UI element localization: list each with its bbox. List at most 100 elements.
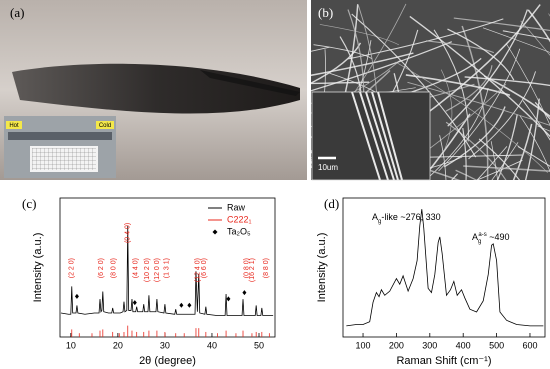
- sem-fiber: [295, 43, 360, 91]
- x-tick-label: 40: [207, 340, 217, 350]
- sem-fiber: [465, 77, 550, 87]
- peak-label: (0 8 0): [244, 258, 251, 278]
- sem-fiber: [446, 122, 516, 200]
- ta2o5-marker: [226, 296, 231, 302]
- legend-label: Ta₂O₅: [227, 226, 251, 236]
- sem-fiber: [321, 146, 507, 320]
- ta2o5-marker: [242, 290, 247, 296]
- peak-label: (12 0 0): [154, 258, 161, 282]
- sem-fiber: [360, 142, 518, 325]
- sem-fiber: [239, 42, 452, 112]
- sem-fiber: [428, 88, 488, 177]
- sem-fiber: [432, 135, 446, 272]
- sem-fiber: [528, 10, 550, 127]
- peak-label: (10 2 0): [144, 258, 151, 282]
- panel-label: (b): [318, 5, 333, 20]
- legend-swatch: [212, 229, 218, 235]
- hot-tag: [6, 121, 22, 129]
- scale-bar-label: 10um: [318, 163, 338, 172]
- x-tick-label: 500: [489, 340, 504, 350]
- sem-fiber: [446, 65, 492, 111]
- sem-fiber: [454, 18, 550, 44]
- sem-fiber: [483, 28, 550, 124]
- peak-label: (4 4 0): [133, 258, 140, 278]
- sem-fiber: [491, 141, 504, 369]
- data-line: [60, 225, 274, 316]
- photo-a: Hot Cold (a): [0, 0, 307, 180]
- data-line: [346, 209, 544, 327]
- sem-fiber: [314, 114, 470, 292]
- plot-frame: [59, 197, 276, 338]
- peak-label: (0 4 0): [125, 223, 132, 243]
- ta2o5-marker: [132, 300, 137, 306]
- x-tick-label: 100: [356, 340, 371, 350]
- plot-frame: [342, 197, 546, 338]
- sem-fiber: [450, 114, 517, 263]
- sem-fiber: [225, 82, 369, 85]
- peak-label: (16 2 1): [249, 258, 256, 282]
- x-tick-label: 20: [113, 340, 123, 350]
- sem-fiber: [426, 41, 494, 53]
- y-axis-title: Intensity (a.u.): [32, 233, 44, 303]
- sem-fiber: [448, 9, 528, 126]
- peak-label: (6 6 0): [201, 258, 208, 278]
- ta2o5-marker: [179, 302, 184, 308]
- ta2o5-marker: [74, 293, 79, 299]
- peak-label: (8 8 0): [263, 258, 270, 278]
- annotation-sub: g: [478, 239, 481, 245]
- annotation-sup: a-s: [478, 232, 486, 238]
- sem-fiber: [268, 174, 458, 341]
- x-tick-label: 50: [254, 340, 264, 350]
- x-axis-title: Raman Shift (cm⁻¹): [396, 355, 491, 367]
- peak-label: (1 3 1): [164, 258, 171, 278]
- peak-label: (6 2 0): [98, 258, 105, 278]
- x-tick-label: 30: [160, 340, 170, 350]
- x-axis-title: 2θ (degree): [139, 355, 196, 367]
- legend-label: Raw: [227, 202, 246, 212]
- sem-fiber: [480, 99, 539, 306]
- peak-label: (8 0 0): [110, 258, 117, 278]
- sem-fiber: [537, 126, 550, 170]
- legend-label: C222₁: [227, 214, 252, 224]
- y-axis-title: Intensity (a.u.): [316, 233, 328, 303]
- fiber-strands: [200, 70, 300, 96]
- annotation-sub: g: [378, 219, 381, 225]
- sem-fiber: [479, 139, 545, 228]
- cold-tag: [96, 121, 114, 129]
- photo-b: 10um (b): [99, 0, 550, 369]
- ta2o5-marker: [187, 302, 192, 308]
- panel-label: (a): [10, 5, 24, 20]
- sem-fiber: [518, 146, 550, 251]
- annotation-base: A: [372, 212, 378, 222]
- x-tick-label: 300: [422, 340, 437, 350]
- peak-annotation: Aga-s ~490: [472, 232, 509, 245]
- sem-fiber: [444, 106, 505, 166]
- sem-fiber: [521, 21, 550, 222]
- peak-annotation: Ag-like ~276, 330: [372, 212, 441, 224]
- x-tick-label: 200: [389, 340, 404, 350]
- annotation-base: A: [472, 232, 478, 242]
- sem-fiber: [447, 29, 513, 80]
- ruler-grid: [32, 148, 96, 170]
- sem-fiber: [320, 24, 399, 44]
- sem-fiber: [407, 82, 550, 152]
- sem-fiber: [455, 124, 532, 282]
- cold-label: Cold: [99, 123, 111, 129]
- sem-fiber: [446, 128, 466, 276]
- sem-fiber: [396, 62, 548, 173]
- sem-fiber: [506, 44, 550, 230]
- inset-tube: [8, 132, 112, 140]
- sem-fiber: [439, 49, 520, 171]
- x-tick-label: 600: [522, 340, 537, 350]
- peak-label: (12 4 0): [195, 258, 202, 282]
- sem-fiber: [520, 116, 550, 238]
- sem-fiber: [202, 70, 390, 212]
- x-tick-label: 400: [456, 340, 471, 350]
- hot-label: Hot: [9, 123, 19, 129]
- sem-fiber: [352, 14, 476, 157]
- annotation-rest: -like ~276, 330: [381, 212, 440, 222]
- peak-label: (2 2 0): [69, 258, 76, 278]
- annotation-rest: ~490: [487, 232, 510, 242]
- inset-fibers: [352, 92, 402, 180]
